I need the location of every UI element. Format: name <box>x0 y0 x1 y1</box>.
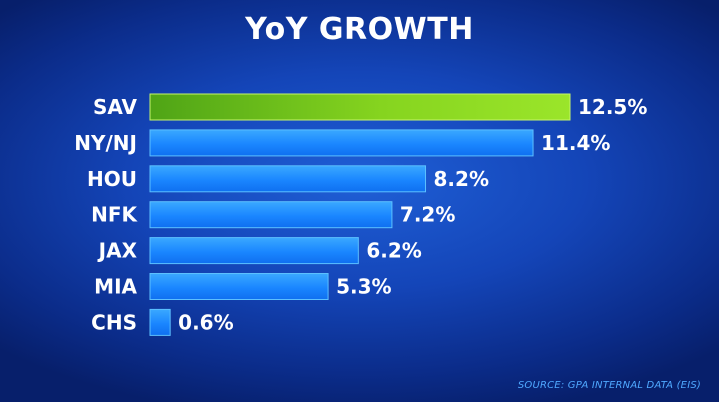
value-label: 7.2% <box>400 203 455 227</box>
category-label: CHS <box>91 310 137 334</box>
bar <box>149 273 329 300</box>
category-label: NFK <box>91 203 138 227</box>
value-label: 6.2% <box>366 239 421 263</box>
category-label: MIA <box>94 275 137 299</box>
value-label: 5.3% <box>336 275 391 299</box>
bar <box>149 129 534 157</box>
source-note: SOURCE: GPA INTERNAL DATA (EIS) <box>517 380 701 391</box>
value-label: 8.2% <box>434 167 489 191</box>
category-label: JAX <box>97 239 138 263</box>
value-label: 11.4% <box>541 131 610 155</box>
bar <box>149 308 171 336</box>
bar <box>149 237 359 265</box>
bar-highlight <box>149 93 571 121</box>
bar <box>149 201 393 229</box>
category-label: SAV <box>93 95 138 119</box>
chart-title: YoY GROWTH <box>245 12 474 47</box>
category-label: NY/NJ <box>74 131 137 155</box>
category-label: HOU <box>87 167 137 191</box>
bar <box>149 165 427 193</box>
value-label: 12.5% <box>578 95 647 119</box>
value-label: 0.6% <box>178 310 233 334</box>
